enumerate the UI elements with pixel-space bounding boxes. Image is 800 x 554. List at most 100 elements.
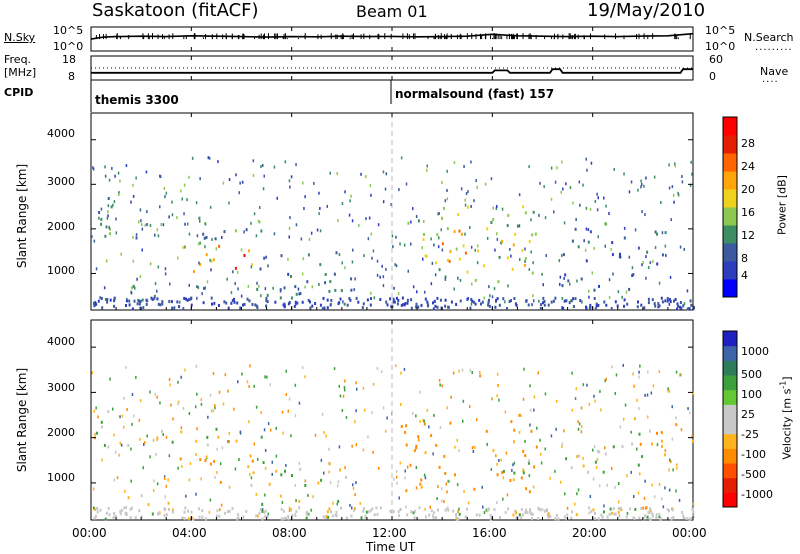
velocity-scatter-cell	[384, 429, 387, 433]
power-scatter-cell	[554, 180, 557, 184]
velocity-cell	[328, 462, 331, 466]
power-scatter-cell	[518, 224, 521, 228]
velocity-scatter-cell	[196, 427, 198, 431]
power-ground-cell	[330, 298, 333, 302]
power-scatter-cell	[313, 181, 315, 185]
power-ground-cell	[496, 297, 499, 301]
power-ground-cell	[643, 306, 646, 310]
velocity-scatter-cell	[168, 454, 171, 458]
power-scatter-cell	[645, 276, 647, 280]
power-cell	[425, 254, 428, 258]
power-scatter-cell	[351, 260, 354, 264]
velocity-scatter-cell	[605, 377, 607, 381]
velocity-scatter-cell	[351, 444, 353, 448]
power-ground-cell	[616, 304, 619, 308]
velocity-cell	[513, 471, 516, 475]
velocity-cell	[444, 472, 447, 475]
velocity-scatter-cell	[241, 372, 243, 376]
velocity-scatter-cell	[544, 392, 547, 396]
power-cell	[532, 210, 535, 214]
velocity-scatter-cell	[130, 479, 132, 483]
nsky-line	[90, 32, 694, 40]
station-title: Saskatoon (fitACF)	[92, 0, 259, 21]
power-scatter-cell	[397, 292, 400, 295]
velocity-cell	[100, 425, 103, 429]
velocity-ground-cell	[537, 506, 540, 510]
power-scatter-cell	[300, 237, 303, 241]
velocity-ground-cell	[478, 513, 481, 517]
nave-dotted-key: ····	[762, 77, 779, 88]
velocity-cbar-label-sup: -1	[778, 380, 788, 389]
power-cbar-swatch	[723, 243, 737, 262]
power-scatter-cell	[104, 174, 107, 178]
velocity-scatter-cell	[207, 415, 209, 419]
velocity-ground-cell	[389, 509, 392, 513]
power-scatter-cell	[585, 157, 587, 161]
velocity-scatter-cell	[216, 471, 218, 475]
velocity-scatter-cell	[228, 440, 230, 443]
power-cbar-tick-12: 12	[741, 229, 755, 242]
velocity-ground-cell	[291, 514, 294, 517]
nsky-label: N.Sky	[4, 31, 36, 44]
velocity-cell	[525, 487, 528, 491]
power-scatter-cell	[587, 228, 590, 232]
velocity-ground-cell	[190, 510, 193, 514]
velocity-ground-cell	[158, 511, 161, 515]
velocity-cell	[594, 460, 597, 464]
power-scatter-cell	[156, 289, 158, 293]
velocity-cell	[195, 439, 198, 443]
velocity-scatter-cell	[419, 390, 421, 394]
power-scatter-cell	[159, 205, 161, 209]
power-ground-cell	[543, 303, 546, 307]
velocity-cell	[279, 494, 282, 498]
velocity-ground-cell	[163, 514, 166, 518]
velocity-scatter-cell	[643, 496, 646, 500]
velocity-scatter-cell	[294, 383, 297, 387]
power-ground-cell	[282, 303, 285, 307]
power-cell	[131, 286, 134, 290]
velocity-ground-cell	[224, 511, 226, 515]
power-ground-cell	[432, 307, 435, 311]
power-scatter-cell	[298, 292, 300, 296]
velocity-scatter-cell	[149, 455, 151, 459]
velocity-scatter-cell	[142, 466, 144, 470]
power-ground-cell	[202, 301, 205, 305]
power-scatter-cell	[176, 216, 178, 220]
velocity-ground-cell	[646, 515, 649, 519]
power-cell	[506, 256, 509, 260]
power-scatter-cell	[470, 160, 472, 164]
velocity-scatter-cell	[304, 479, 307, 483]
power-ground-cell	[585, 306, 588, 310]
power-ground-cell	[481, 300, 484, 304]
velocity-scatter-cell	[644, 506, 647, 510]
power-scatter-cell	[679, 245, 682, 249]
velocity-scatter-cell	[520, 413, 522, 417]
power-scatter-cell	[579, 203, 581, 207]
velocity-scatter-cell	[429, 505, 431, 509]
velocity-cell	[473, 487, 476, 491]
velocity-cell	[107, 410, 110, 413]
velocity-ground-cell	[184, 506, 187, 510]
power-scatter-cell	[115, 217, 117, 221]
power-cell	[661, 253, 664, 257]
velocity-scatter-cell	[227, 389, 229, 393]
velocity-scatter-cell	[622, 363, 624, 367]
velocity-scatter-cell	[626, 474, 628, 478]
power-scatter-cell	[641, 210, 643, 214]
power-scatter-cell	[188, 175, 190, 179]
velocity-cell	[103, 443, 106, 447]
power-scatter-cell	[486, 236, 489, 240]
power-ground-cell	[136, 302, 139, 306]
power-ground-cell	[265, 296, 268, 300]
power-scatter-cell	[363, 254, 365, 258]
power-ground-cell	[170, 300, 173, 304]
velocity-scatter-cell	[352, 487, 355, 490]
power-ground-cell	[636, 305, 639, 309]
power-scatter-cell	[92, 167, 95, 171]
velocity-scatter-cell	[222, 402, 225, 406]
velocity-ground-cell	[554, 517, 557, 521]
velocity-scatter-cell	[249, 472, 251, 476]
power-scatter-cell	[341, 202, 344, 205]
velocity-ground-cell	[129, 507, 132, 511]
power-scatter-cell	[103, 286, 106, 290]
